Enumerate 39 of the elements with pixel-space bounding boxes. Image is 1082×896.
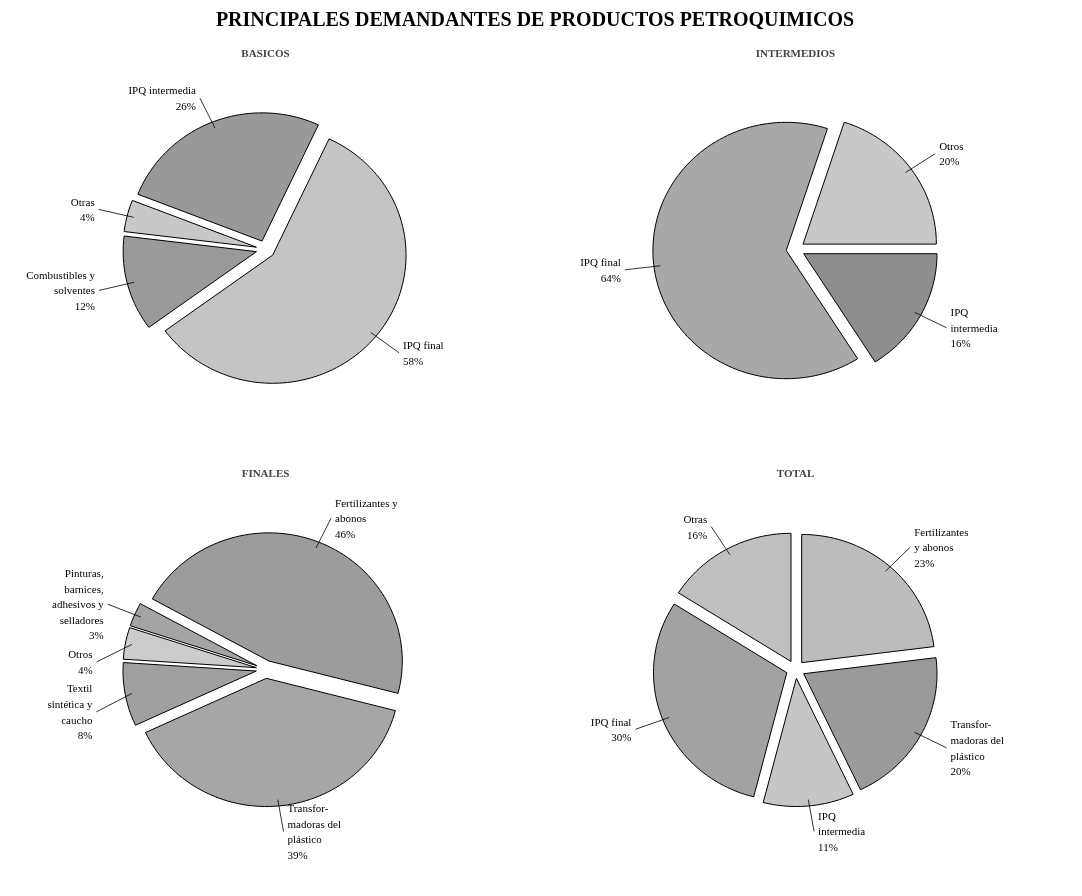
slice-label: Fertilizantes y abonos <box>335 496 399 524</box>
data-label: 30% <box>611 730 632 743</box>
slice-label: IPQ final <box>580 255 621 268</box>
slice-label: IPQ final <box>590 715 632 728</box>
slice-label: Fertilizantes y abonos <box>914 525 969 553</box>
chart-subtitle: BASICOS <box>241 46 290 59</box>
slice-label: Transfor- madoras del plástico <box>287 801 341 845</box>
slice-label: Otras <box>683 512 708 525</box>
data-label: 39% <box>287 848 308 861</box>
slice-label: Transfor- madoras del plástico <box>950 717 1005 762</box>
data-label: 4% <box>77 663 93 676</box>
slice-label: IPQ final <box>403 338 444 351</box>
slice-label: Combustibles y solventes <box>26 268 96 296</box>
data-label: 20% <box>950 764 971 777</box>
slice-label: Textil sintética y caucho <box>47 682 93 726</box>
slice-label: Pinturas, barnices, adhesivos y selladores <box>52 566 105 626</box>
text: PRINCIPALES DEMANDANTES DE PRODUCTOS PETROQUIMICOS <box>215 7 855 32</box>
chart-subtitle: TOTAL <box>776 466 815 479</box>
data-label: 16% <box>950 336 971 349</box>
data-label: 8% <box>77 728 93 741</box>
data-label: 11% <box>818 840 838 853</box>
chart-subtitle: INTERMEDIOS <box>755 46 836 59</box>
data-label: 64% <box>600 271 621 284</box>
data-label: 20% <box>939 155 960 168</box>
data-label: 16% <box>687 528 708 541</box>
data-label: 12% <box>74 299 95 312</box>
data-label: 26% <box>175 99 196 112</box>
slice-label: Otras <box>70 195 95 208</box>
slice-label: IPQ intermedia <box>818 809 866 838</box>
slice-label: Otros <box>939 139 964 152</box>
chart-subtitle: FINALES <box>241 466 290 479</box>
slice-label: Otros <box>68 647 93 660</box>
data-label: 23% <box>914 556 935 569</box>
slice-label: IPQ intermedia <box>950 305 998 334</box>
data-label: 58% <box>403 354 424 367</box>
data-label: 4% <box>80 210 95 223</box>
slice-label: IPQ intermedia <box>128 83 197 96</box>
data-label: 3% <box>89 628 104 641</box>
data-label: 46% <box>335 527 356 540</box>
